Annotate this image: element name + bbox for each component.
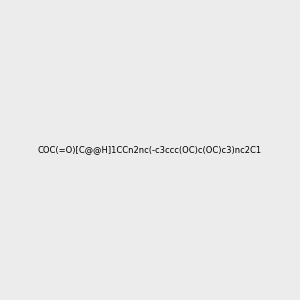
Text: COC(=O)[C@@H]1CCn2nc(-c3ccc(OC)c(OC)c3)nc2C1: COC(=O)[C@@H]1CCn2nc(-c3ccc(OC)c(OC)c3)n…: [38, 146, 262, 154]
